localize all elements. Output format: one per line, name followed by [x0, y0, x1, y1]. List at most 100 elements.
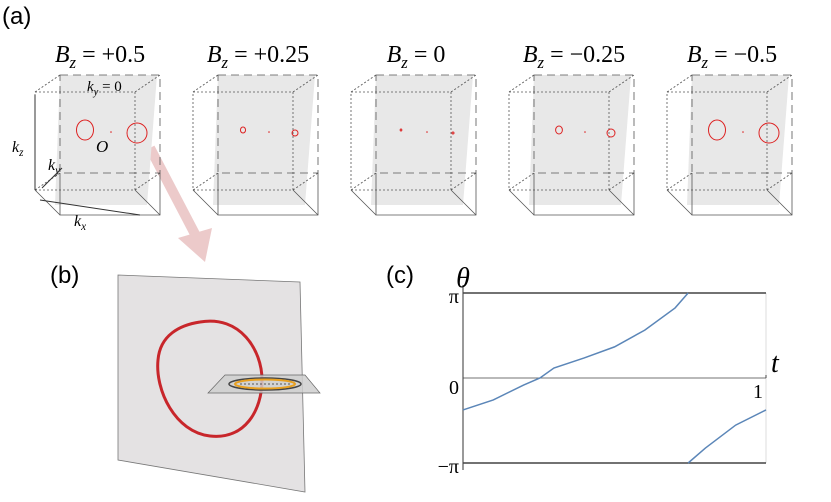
plane [687, 75, 789, 205]
y-tick-label: π [449, 286, 459, 308]
rest: = 0 [98, 79, 121, 95]
symbol: B [387, 42, 402, 68]
origin-dot [268, 131, 270, 133]
nodal-loop [708, 119, 726, 141]
math-label: Bz = +0.5 [55, 42, 145, 72]
origin-dot [742, 131, 744, 133]
cube-edge [608, 172, 635, 191]
cube-edge [666, 74, 693, 93]
nodal-loop [758, 122, 780, 144]
math-label: ky [48, 157, 60, 177]
cube-edge [192, 172, 219, 191]
cube-edge [350, 172, 377, 191]
origin-dot [110, 131, 112, 133]
math-label: kx [74, 213, 86, 233]
panel-label: (a) [2, 3, 31, 30]
arrow [145, 145, 212, 262]
y-tick-label: −π [438, 456, 459, 478]
math-label: kz [12, 139, 24, 159]
subscript: z [69, 53, 77, 72]
cube [666, 74, 793, 216]
symbol: k [74, 213, 82, 230]
cube-edge [508, 91, 610, 191]
nodal-loop [76, 119, 94, 141]
cube-edge [192, 91, 294, 191]
cube-edge [34, 91, 136, 191]
symbol: k [87, 79, 94, 95]
cube-edge [450, 172, 477, 191]
math-label: Bz = +0.25 [207, 42, 309, 72]
panel-label: (b) [50, 262, 79, 289]
x-tick-label: 1 [753, 381, 763, 403]
math-label: Bz = 0 [387, 42, 446, 72]
cube [508, 74, 635, 216]
cube [34, 74, 161, 216]
cube-edge [508, 74, 535, 93]
cube-edge [34, 74, 61, 93]
symbol: B [207, 42, 222, 68]
cube-edge [350, 91, 452, 191]
nodal-loop [399, 128, 403, 132]
axis-arrow [41, 167, 63, 189]
symbol: B [523, 42, 538, 68]
subscript: z [18, 147, 24, 159]
cube-edge [375, 74, 477, 174]
cube-edge [134, 172, 161, 191]
cube-edge [292, 189, 319, 216]
cube-edge [450, 189, 477, 216]
origin-dot [426, 131, 428, 133]
cube-edge [192, 189, 219, 216]
subscript: z [537, 53, 545, 72]
cube-edge [533, 74, 635, 174]
rest: = +0.5 [76, 42, 145, 68]
cube-edge [508, 172, 535, 191]
cube-edge [666, 189, 693, 216]
axis-arrow [39, 199, 141, 216]
y-axis-label: θ [456, 263, 470, 294]
plane [55, 75, 157, 205]
cube-edge [292, 74, 319, 93]
cube-edge [350, 74, 377, 93]
cube-edge [375, 173, 477, 216]
nodal-loop [239, 126, 247, 134]
cube-edge [508, 189, 535, 216]
cube-edge [608, 189, 635, 216]
math-label: Bz = −0.5 [687, 42, 777, 72]
cube-edge [691, 173, 793, 216]
cube-edge [533, 173, 635, 216]
nodal-loop [555, 125, 563, 135]
nodal-loop [126, 122, 148, 144]
cube-edge [192, 74, 219, 93]
symbol: k [48, 157, 56, 174]
nodal-loop [451, 131, 455, 135]
y-tick-label: 0 [449, 377, 459, 399]
nodal-loop [291, 129, 299, 137]
cube-edge [691, 74, 793, 174]
cube [350, 74, 477, 216]
cube-edge [292, 172, 319, 191]
cube-edge [59, 74, 161, 174]
symbol: B [55, 42, 70, 68]
plane [371, 75, 473, 205]
cube [192, 74, 319, 216]
symbol: k [12, 139, 20, 156]
symbol: B [687, 42, 702, 68]
cube-edge [59, 173, 161, 216]
cube-edge [350, 189, 377, 216]
origin-dot [584, 131, 586, 133]
origin-label: O [96, 137, 108, 156]
cube-edge [134, 189, 161, 216]
cube-edge [666, 172, 693, 191]
subscript: y [93, 87, 99, 98]
cube-edge [666, 91, 768, 191]
cube-edge [766, 189, 793, 216]
subscript: z [701, 53, 709, 72]
subscript: z [221, 53, 229, 72]
subscript: y [54, 165, 60, 177]
cube-edge [34, 172, 61, 191]
rest: = 0 [408, 42, 446, 68]
cube-edge [34, 189, 61, 216]
nodal-loop [606, 128, 616, 138]
cube-edge [450, 74, 477, 93]
